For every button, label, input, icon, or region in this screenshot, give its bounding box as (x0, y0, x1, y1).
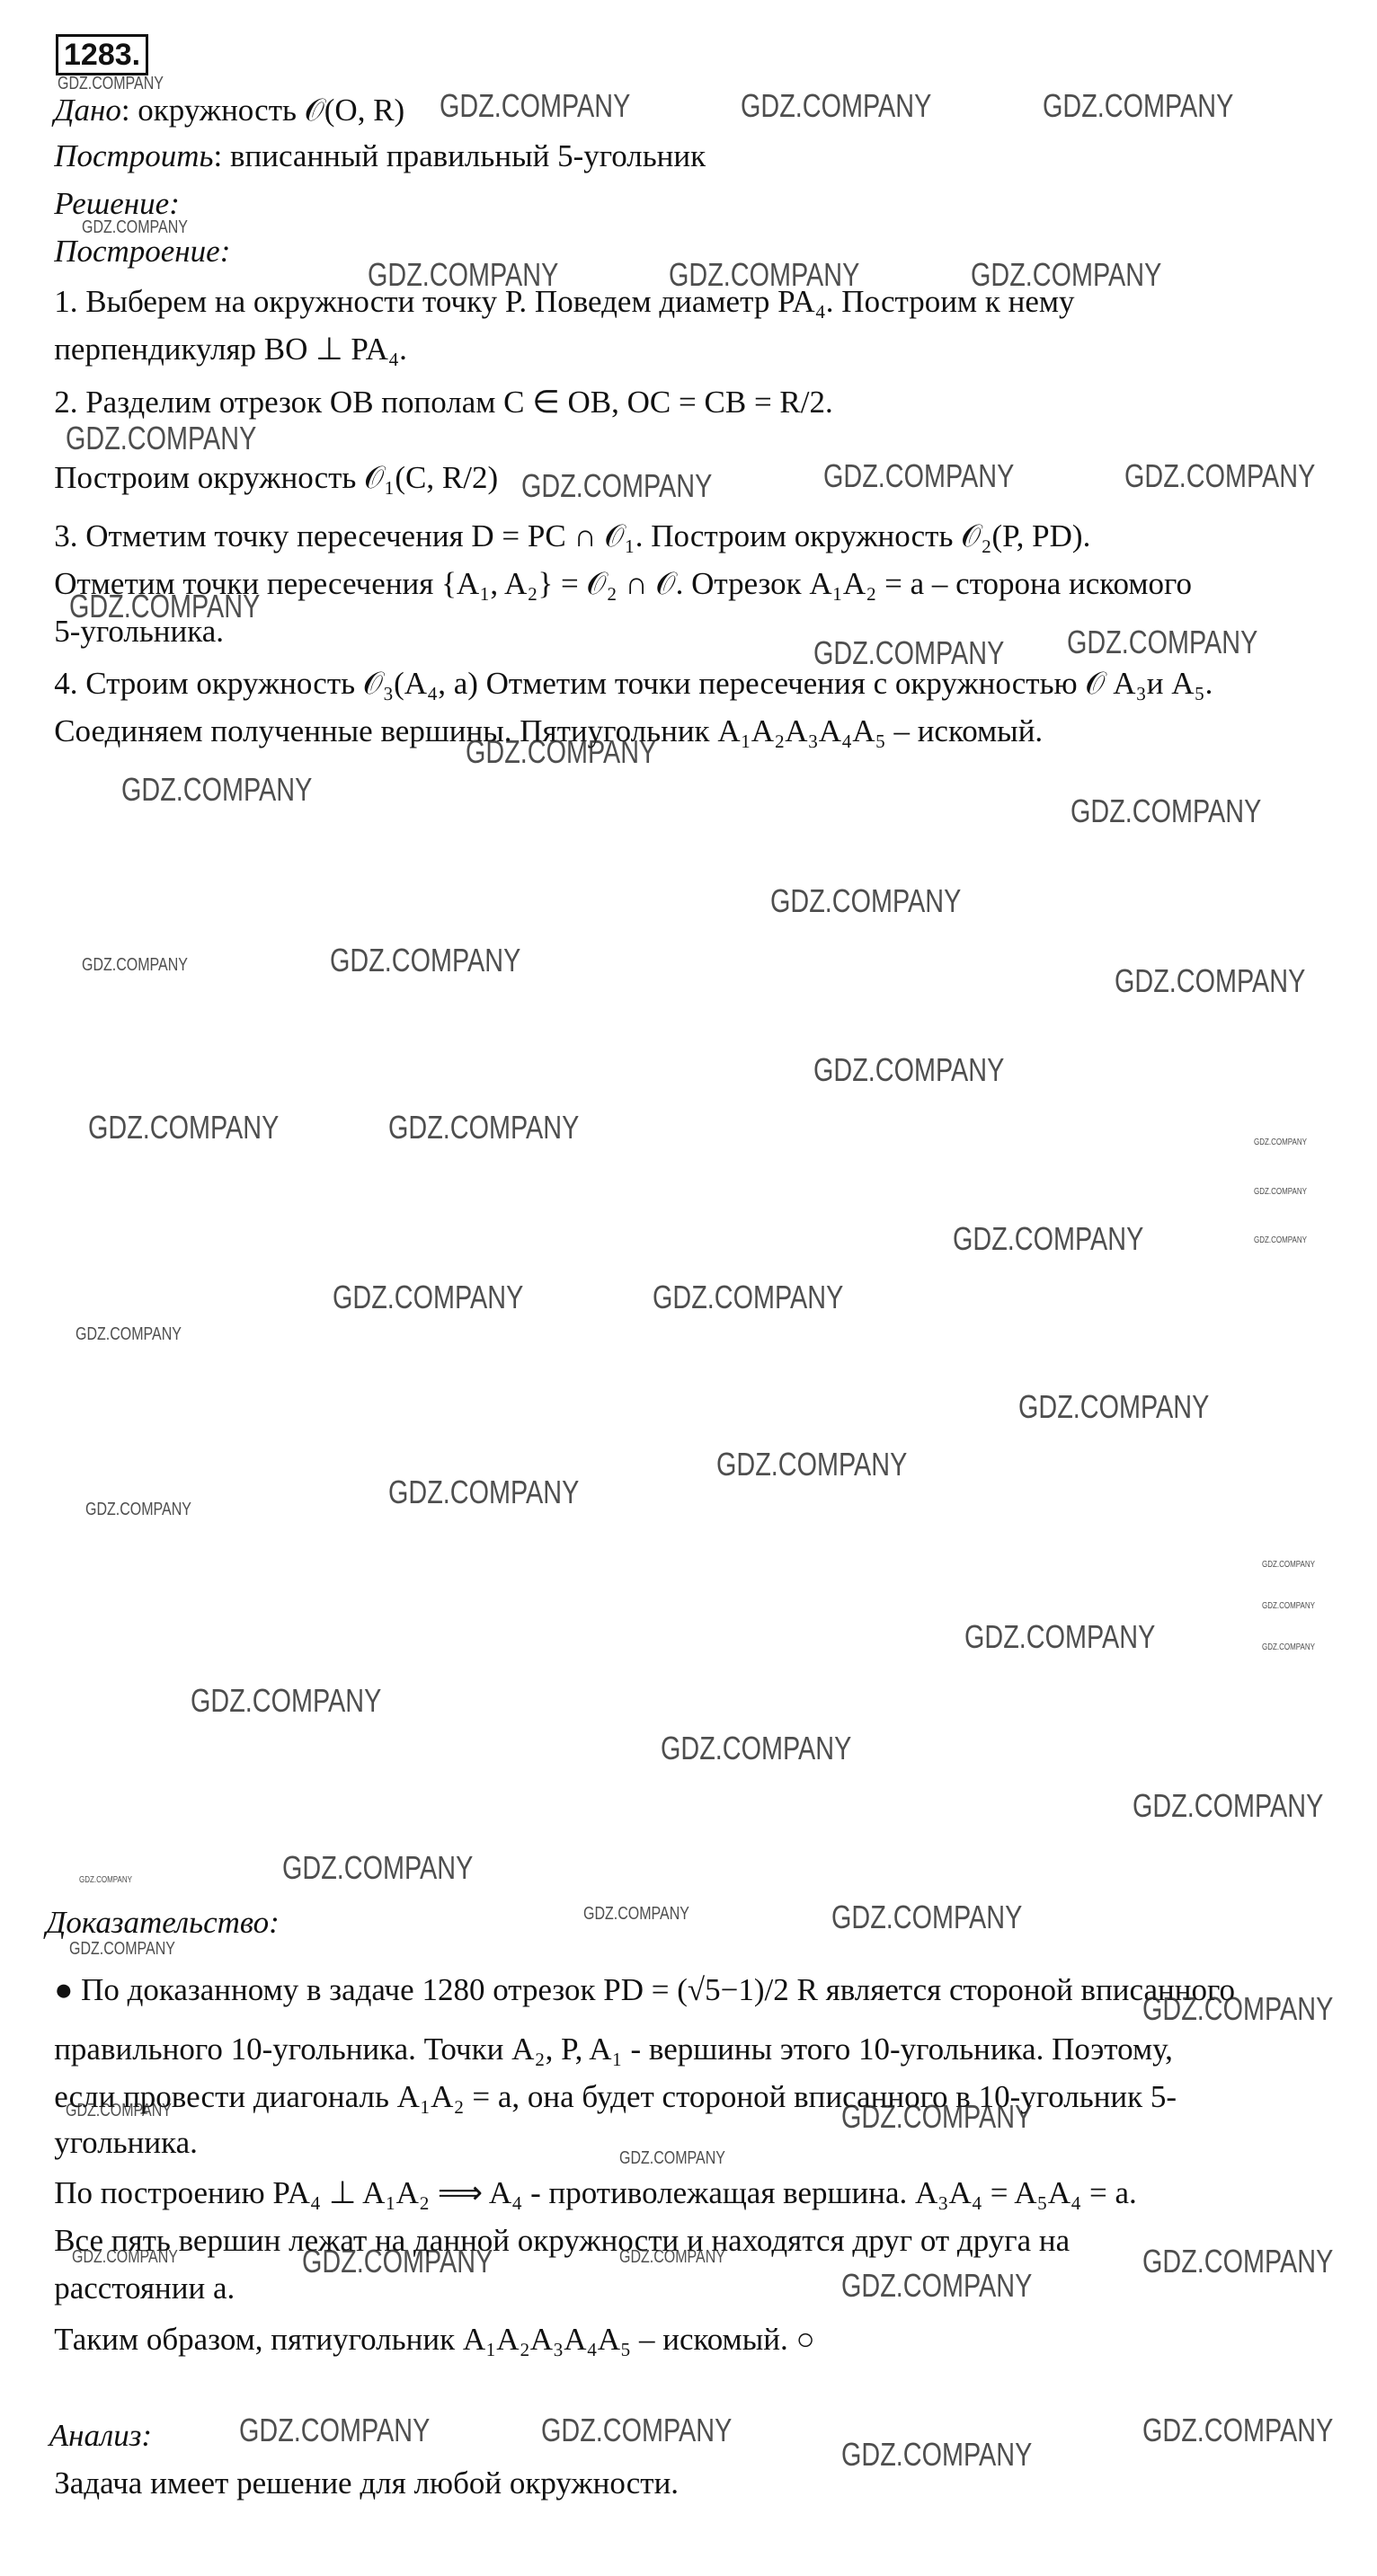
watermark: GDZ.COMPANY (1254, 1186, 1308, 1197)
watermark: GDZ.COMPANY (741, 87, 932, 125)
watermark: GDZ.COMPANY (813, 634, 1004, 672)
watermark: GDZ.COMPANY (190, 1681, 381, 1719)
construction-line: Построим окружность 𝒪₁(C, R/2) (54, 459, 499, 495)
watermark: GDZ.COMPANY (619, 2246, 726, 2267)
watermark: GDZ.COMPANY (301, 2242, 493, 2279)
watermark: GDZ.COMPANY (82, 217, 189, 238)
watermark: GDZ.COMPANY (388, 1474, 580, 1511)
watermark: GDZ.COMPANY (1262, 1642, 1316, 1652)
watermark: GDZ.COMPANY (1043, 87, 1234, 125)
watermark: GDZ.COMPANY (1254, 1235, 1308, 1246)
proof-line: угольника. (54, 2124, 198, 2160)
solution-heading: Решение: (54, 185, 180, 221)
watermark: GDZ.COMPANY (770, 881, 962, 919)
watermark: GDZ.COMPANY (1262, 1600, 1316, 1611)
watermark: GDZ.COMPANY (840, 2267, 1032, 2305)
watermark: GDZ.COMPANY (1133, 1786, 1324, 1824)
watermark: GDZ.COMPANY (466, 732, 657, 770)
watermark: GDZ.COMPANY (329, 941, 520, 978)
watermark: GDZ.COMPANY (661, 1729, 852, 1766)
watermark: GDZ.COMPANY (75, 1323, 182, 1344)
watermark: GDZ.COMPANY (281, 1849, 473, 1886)
construction-line: 1. Выберем на окружности точку P. Поведе… (54, 284, 1075, 320)
construction-line: 5-угольника. (54, 614, 225, 649)
given-label: Дано (54, 92, 121, 128)
proof-line: Все пять вершин лежат на данной окружнос… (54, 2223, 1071, 2259)
construction-line: 3. Отметим точку пересечения D = PC ∩ 𝒪₁… (54, 518, 1091, 554)
watermark: GDZ.COMPANY (239, 2411, 431, 2448)
proof-line: ● По доказанному в задаче 1280 отрезок P… (54, 1972, 1235, 2008)
watermark: GDZ.COMPANY (1262, 1560, 1316, 1571)
watermark: GDZ.COMPANY (952, 1219, 1144, 1257)
analysis-text: Задача имеет решение для любой окружност… (54, 2465, 680, 2501)
watermark: GDZ.COMPANY (1142, 2242, 1334, 2279)
analysis-heading: Анализ: (49, 2418, 153, 2454)
construct-text: : вписанный правильный 5-угольник (213, 138, 706, 174)
watermark: GDZ.COMPANY (1142, 1989, 1334, 2027)
problem-number: 1283. (56, 34, 149, 75)
watermark: GDZ.COMPANY (367, 256, 558, 294)
watermark: GDZ.COMPANY (1254, 1137, 1308, 1147)
watermark: GDZ.COMPANY (65, 2101, 172, 2121)
construction-line: перпендикуляр BO ⊥ PA₄. (54, 332, 407, 367)
watermark: GDZ.COMPANY (831, 1898, 1023, 1935)
watermark: GDZ.COMPANY (540, 2411, 733, 2448)
watermark: GDZ.COMPANY (1017, 1388, 1209, 1426)
watermark: GDZ.COMPANY (1067, 623, 1258, 660)
watermark: GDZ.COMPANY (88, 1108, 280, 1146)
watermark: GDZ.COMPANY (57, 73, 164, 93)
watermark: GDZ.COMPANY (68, 587, 260, 624)
watermark: GDZ.COMPANY (388, 1108, 580, 1146)
watermark: GDZ.COMPANY (78, 1874, 132, 1885)
proof-line: Таким образом, пятиугольник A₁A₂A₃A₄A₅ –… (54, 2321, 815, 2357)
watermark: GDZ.COMPANY (716, 1446, 908, 1483)
watermark: GDZ.COMPANY (68, 1938, 175, 1959)
watermark: GDZ.COMPANY (669, 256, 860, 294)
watermark: GDZ.COMPANY (822, 457, 1014, 495)
proof-line: если провести диагональ A₁A₂ = a, она бу… (54, 2078, 1177, 2114)
watermark: GDZ.COMPANY (1124, 457, 1316, 495)
watermark: GDZ.COMPANY (72, 2246, 179, 2267)
watermark: GDZ.COMPANY (970, 256, 1162, 294)
construct-line: Построить: вписанный правильный 5-угольн… (54, 138, 706, 174)
given-text: : окружность 𝒪(O, R) (120, 92, 405, 128)
watermark: GDZ.COMPANY (964, 1617, 1155, 1655)
watermark: GDZ.COMPANY (521, 467, 713, 505)
watermark: GDZ.COMPANY (333, 1279, 524, 1316)
watermark: GDZ.COMPANY (65, 420, 257, 457)
watermark: GDZ.COMPANY (652, 1279, 844, 1316)
proof-line: расстоянии a. (54, 2271, 235, 2306)
watermark: GDZ.COMPANY (82, 955, 189, 976)
proof-line: По построению PA₄ ⊥ A₁A₂ ⟹ A₄ - противол… (54, 2175, 1137, 2211)
proof-heading: Доказательство: (46, 1905, 280, 1941)
construction-line: 2. Разделим отрезок OB пополам C ∈ OB, O… (54, 384, 833, 420)
watermark: GDZ.COMPANY (120, 770, 313, 808)
given-line: Дано: окружность 𝒪(O, R) (54, 93, 404, 128)
watermark: GDZ.COMPANY (1071, 792, 1262, 829)
watermark: GDZ.COMPANY (1142, 2411, 1334, 2448)
watermark: GDZ.COMPANY (840, 2435, 1032, 2473)
construction-heading: Построение: (54, 233, 231, 269)
watermark: GDZ.COMPANY (583, 1904, 690, 1925)
watermark: GDZ.COMPANY (840, 2098, 1032, 2136)
watermark: GDZ.COMPANY (84, 1499, 191, 1519)
proof-line: правильного 10-угольника. Точки A₂, P, A… (54, 2031, 1173, 2067)
watermark: GDZ.COMPANY (1115, 962, 1306, 1000)
construction-line: 4. Строим окружность 𝒪₃(A₄, a) Отметим т… (54, 666, 1213, 702)
watermark: GDZ.COMPANY (619, 2148, 726, 2169)
construction-line: Соединяем полученные вершины. Пятиугольн… (54, 713, 1044, 749)
watermark: GDZ.COMPANY (439, 87, 631, 125)
construct-label: Построить (54, 138, 214, 174)
construction-line: Отметим точки пересечения {A₁, A₂} = 𝒪₂ … (54, 566, 1192, 602)
watermark: GDZ.COMPANY (813, 1050, 1004, 1088)
